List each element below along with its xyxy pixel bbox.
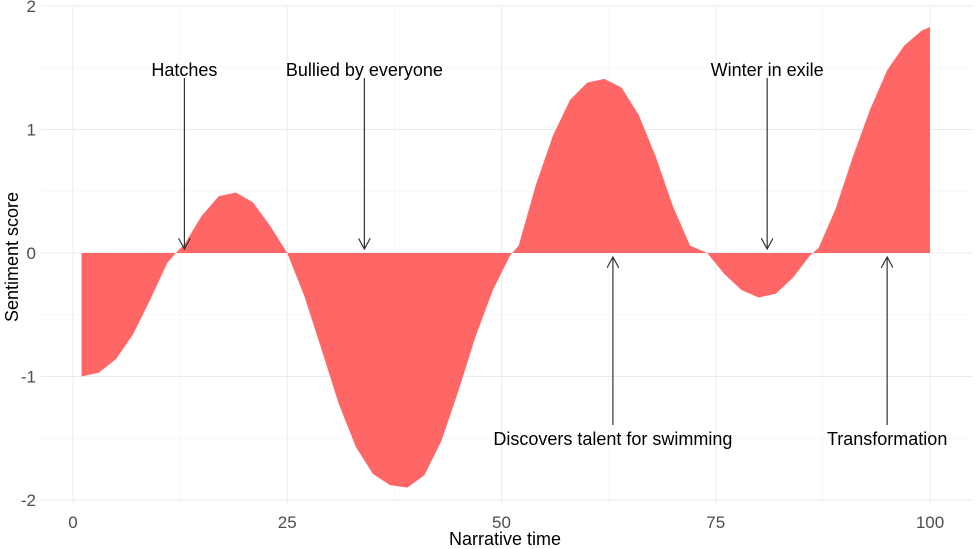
- x-tick-label: 25: [278, 513, 297, 532]
- y-tick-label: 0: [27, 244, 36, 263]
- annotation-label: Winter in exile: [711, 60, 824, 80]
- y-tick-label: -1: [21, 368, 36, 387]
- x-tick-label: 75: [706, 513, 725, 532]
- area-layer: [81, 26, 930, 488]
- x-tick-label: 50: [492, 513, 511, 532]
- annotation-label: Hatches: [151, 60, 217, 80]
- annotation-label: Bullied by everyone: [286, 60, 443, 80]
- x-tick-label: 100: [916, 513, 944, 532]
- y-tick-label: 2: [27, 0, 36, 16]
- annotations: Hatches Bullied by everyone Discovers tale…: [151, 60, 947, 449]
- y-axis-title: Sentiment score: [2, 192, 22, 322]
- y-tick-label: -2: [21, 491, 36, 510]
- x-tick-label: 0: [68, 513, 77, 532]
- y-tick-label: 1: [27, 121, 36, 140]
- annotation-label: Transformation: [827, 429, 947, 449]
- x-axis-title: Narrative time: [449, 529, 561, 549]
- annotation-label: Discovers talent for swimming: [493, 429, 732, 449]
- sentiment-area: [81, 26, 930, 488]
- grid: [41, 5, 972, 505]
- tick-labels: 0 25 50 75 100 -2 -1 0 1 2: [21, 0, 944, 532]
